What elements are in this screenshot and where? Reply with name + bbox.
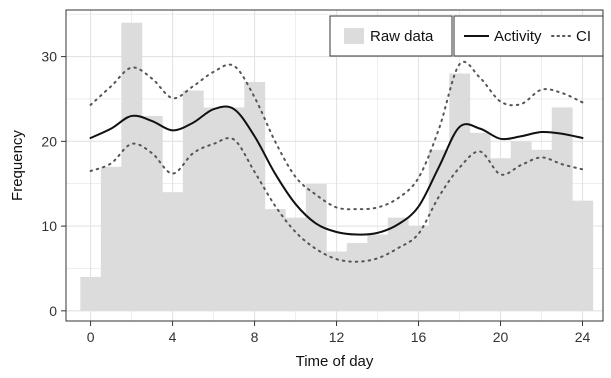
x-tick-label: 12 bbox=[329, 329, 345, 345]
y-axis-title: Frequency bbox=[9, 130, 26, 201]
legend: Raw data Activity CI bbox=[329, 15, 604, 57]
histogram-bar bbox=[326, 251, 348, 311]
histogram-bar bbox=[223, 107, 245, 311]
histogram-bar bbox=[428, 149, 450, 311]
histogram-bar bbox=[367, 234, 389, 311]
histogram-bar bbox=[141, 115, 163, 311]
histogram-bar bbox=[162, 192, 184, 311]
histogram-bar bbox=[285, 217, 307, 311]
histogram-bar bbox=[490, 158, 512, 311]
histogram-bar bbox=[449, 73, 471, 311]
histogram-bar bbox=[305, 183, 327, 311]
ci-upper-line bbox=[89, 60, 584, 211]
activity-line bbox=[89, 105, 584, 236]
histogram-bar bbox=[387, 217, 409, 311]
histogram-bar bbox=[572, 200, 594, 311]
series-lines bbox=[89, 60, 584, 263]
x-tick-label: 8 bbox=[251, 329, 259, 345]
histogram-bar bbox=[203, 107, 225, 311]
plot-frame bbox=[65, 9, 604, 322]
histogram-bar bbox=[121, 22, 143, 311]
axis-ticks: 0 4 8 12 16 20 24 0 10 20 30 bbox=[41, 49, 590, 345]
y-tick-label: 20 bbox=[41, 133, 57, 149]
x-tick-label: 24 bbox=[575, 329, 591, 345]
histogram-bar bbox=[551, 107, 573, 311]
legend-ci-label: CI bbox=[576, 28, 591, 45]
histogram-bar bbox=[80, 276, 102, 311]
histogram-bar bbox=[469, 132, 491, 311]
x-tick-label: 20 bbox=[493, 329, 509, 345]
histogram-bar bbox=[346, 243, 368, 311]
histogram-bar bbox=[182, 90, 204, 311]
ci-lower-line bbox=[89, 137, 584, 263]
histogram-bar bbox=[244, 82, 266, 311]
histogram-bar bbox=[510, 141, 532, 311]
x-tick-label: 4 bbox=[169, 329, 177, 345]
legend-activity-label: Activity bbox=[494, 28, 542, 45]
legend-raw-swatch bbox=[344, 28, 364, 44]
y-tick-label: 10 bbox=[41, 218, 57, 234]
histogram-bars bbox=[80, 22, 594, 311]
x-axis-title: Time of day bbox=[296, 353, 374, 370]
y-tick-label: 30 bbox=[41, 49, 57, 65]
histogram-bar bbox=[100, 166, 122, 311]
histogram-bar bbox=[264, 209, 286, 311]
x-tick-label: 16 bbox=[411, 329, 427, 345]
y-tick-label: 0 bbox=[49, 303, 57, 319]
histogram-bar bbox=[408, 226, 430, 311]
x-tick-label: 0 bbox=[87, 329, 95, 345]
histogram-bar bbox=[531, 149, 553, 311]
legend-raw-label: Raw data bbox=[370, 28, 434, 45]
